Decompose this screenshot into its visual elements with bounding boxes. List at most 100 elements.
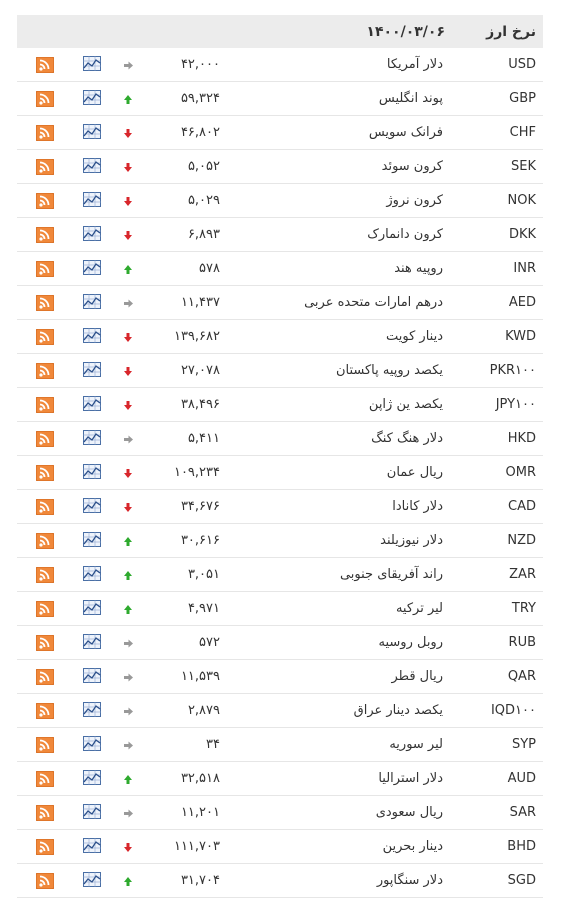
chart-icon[interactable] <box>83 702 101 717</box>
chart-icon[interactable] <box>83 566 101 581</box>
trend-arrow <box>124 571 132 580</box>
chart-icon[interactable] <box>83 770 101 785</box>
currency-name: دینار بحرین <box>382 839 443 854</box>
table-row: JPY۱۰۰ یکصد ین ژاپن ۳۸,۴۹۶ <box>17 388 543 422</box>
currency-code: CAD <box>508 499 536 514</box>
chart-icon[interactable] <box>83 90 101 105</box>
rss-icon[interactable] <box>36 567 54 583</box>
table-header: نرخ ارز ۱۴۰۰/۰۳/۰۶ <box>17 15 543 48</box>
rss-icon[interactable] <box>36 261 54 277</box>
trend-arrow <box>124 129 132 138</box>
rss-icon[interactable] <box>36 703 54 719</box>
rss-icon[interactable] <box>36 465 54 481</box>
currency-code: CHF <box>509 125 536 140</box>
currency-name: یکصد روپیه پاکستان <box>335 363 443 378</box>
chart-icon[interactable] <box>83 56 101 71</box>
currency-code: JPY۱۰۰ <box>495 397 536 412</box>
rss-icon[interactable] <box>36 635 54 651</box>
table-row: USD دلار آمریکا ۴۲,۰۰۰ <box>17 48 543 82</box>
chart-icon[interactable] <box>83 192 101 207</box>
rss-icon[interactable] <box>36 805 54 821</box>
currency-code: KWD <box>505 329 536 344</box>
currency-rate: ۱۱,۵۳۹ <box>180 669 220 684</box>
trend-arrow <box>124 877 132 886</box>
currency-code: OMR <box>505 465 536 480</box>
rss-icon[interactable] <box>36 839 54 855</box>
table-row: AED درهم امارات متحده عربی ۱۱,۴۳۷ <box>17 286 543 320</box>
currency-rate: ۳۰,۶۱۶ <box>180 533 220 548</box>
currency-rate: ۵۷۲ <box>199 635 220 650</box>
chart-icon[interactable] <box>83 226 101 241</box>
table-row: DKK کرون دانمارک ۶,۸۹۳ <box>17 218 543 252</box>
currency-rate: ۱۱۱,۷۰۳ <box>173 839 220 854</box>
trend-arrow <box>124 503 132 512</box>
rss-icon[interactable] <box>36 91 54 107</box>
chart-icon[interactable] <box>83 498 101 513</box>
chart-icon[interactable] <box>83 158 101 173</box>
chart-icon[interactable] <box>83 294 101 309</box>
rss-icon[interactable] <box>36 329 54 345</box>
table-row: AUD دلار استرالیا ۳۲,۵۱۸ <box>17 762 543 796</box>
trend-arrow <box>124 843 132 852</box>
chart-icon[interactable] <box>83 328 101 343</box>
rss-icon[interactable] <box>36 499 54 515</box>
trend-arrow <box>124 809 133 818</box>
chart-icon[interactable] <box>83 532 101 547</box>
chart-icon[interactable] <box>83 838 101 853</box>
rss-icon[interactable] <box>36 295 54 311</box>
rss-icon[interactable] <box>36 57 54 73</box>
rss-icon[interactable] <box>36 771 54 787</box>
rss-icon[interactable] <box>36 533 54 549</box>
currency-rate: ۳۴,۶۷۶ <box>180 499 220 514</box>
table-row: CHF فرانک سویس ۴۶,۸۰۲ <box>17 116 543 150</box>
rss-icon[interactable] <box>36 363 54 379</box>
chart-icon[interactable] <box>83 260 101 275</box>
trend-arrow <box>124 163 132 172</box>
currency-code: TRY <box>511 601 536 616</box>
currency-rate: ۳۴ <box>206 737 220 752</box>
currency-code: NOK <box>507 193 536 208</box>
trend-arrow <box>124 61 133 70</box>
chart-icon[interactable] <box>83 804 101 819</box>
currency-name: ریال عمان <box>386 465 443 480</box>
currency-rate: ۴۶,۸۰۲ <box>180 125 220 140</box>
table-row: TRY لیر ترکیه ۴,۹۷۱ <box>17 592 543 626</box>
table-row: IQD۱۰۰ یکصد دینار عراق ۲,۸۷۹ <box>17 694 543 728</box>
trend-arrow <box>124 639 133 648</box>
rss-icon[interactable] <box>36 601 54 617</box>
rss-icon[interactable] <box>36 159 54 175</box>
currency-rate: ۱۰۹,۲۳۴ <box>173 465 220 480</box>
chart-icon[interactable] <box>83 736 101 751</box>
currency-code: ZAR <box>509 567 536 582</box>
rss-icon[interactable] <box>36 873 54 889</box>
chart-icon[interactable] <box>83 124 101 139</box>
currency-code: BHD <box>507 839 536 854</box>
table-row: CAD دلار کانادا ۳۴,۶۷۶ <box>17 490 543 524</box>
rss-icon[interactable] <box>36 227 54 243</box>
chart-icon[interactable] <box>83 872 101 887</box>
table-row: QAR ریال قطر ۱۱,۵۳۹ <box>17 660 543 694</box>
rss-icon[interactable] <box>36 193 54 209</box>
trend-arrow <box>124 707 133 716</box>
table-row: HKD دلار هنگ کنگ ۵,۴۱۱ <box>17 422 543 456</box>
chart-icon[interactable] <box>83 362 101 377</box>
chart-icon[interactable] <box>83 464 101 479</box>
currency-code: AED <box>508 295 536 310</box>
chart-icon[interactable] <box>83 600 101 615</box>
rss-icon[interactable] <box>36 737 54 753</box>
currency-code: IQD۱۰۰ <box>490 703 536 718</box>
table-row: GBP پوند انگلیس ۵۹,۳۲۴ <box>17 82 543 116</box>
rss-icon[interactable] <box>36 397 54 413</box>
currency-rate: ۴۲,۰۰۰ <box>180 57 220 72</box>
chart-icon[interactable] <box>83 396 101 411</box>
chart-icon[interactable] <box>83 668 101 683</box>
rss-icon[interactable] <box>36 669 54 685</box>
chart-icon[interactable] <box>83 430 101 445</box>
currency-rate: ۵۹,۳۲۴ <box>180 91 220 106</box>
rss-icon[interactable] <box>36 431 54 447</box>
rss-icon[interactable] <box>36 125 54 141</box>
currency-rate: ۴,۹۷۱ <box>187 601 220 616</box>
trend-arrow <box>124 333 132 342</box>
chart-icon[interactable] <box>83 634 101 649</box>
currency-code: AUD <box>507 771 536 786</box>
